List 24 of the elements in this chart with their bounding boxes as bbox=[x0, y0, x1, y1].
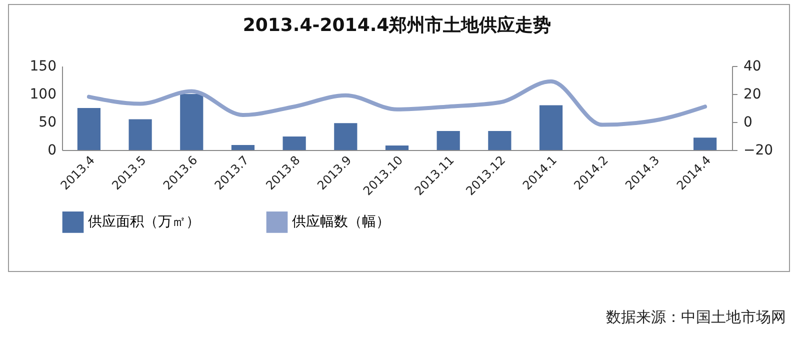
bar bbox=[488, 130, 512, 150]
bar bbox=[180, 94, 204, 150]
y-tick-label: 0 bbox=[48, 142, 56, 158]
bar bbox=[334, 123, 358, 150]
bar bbox=[231, 144, 255, 150]
bar bbox=[539, 105, 563, 150]
y-tick-label: 50 bbox=[38, 114, 56, 130]
line-series bbox=[86, 79, 708, 127]
legend-label: 供应面积（万㎡） bbox=[88, 214, 200, 230]
bar bbox=[128, 119, 152, 150]
bar bbox=[77, 108, 101, 150]
source-note: 数据来源：中国土地市场网 bbox=[606, 308, 786, 327]
bar bbox=[385, 146, 409, 150]
y2-tick-label: −20 bbox=[744, 142, 774, 158]
bar bbox=[282, 136, 306, 150]
y2-tick-label: 40 bbox=[744, 58, 762, 74]
y-tick-label: 150 bbox=[30, 58, 56, 74]
y2-tick-label: 0 bbox=[744, 114, 752, 130]
y-tick-label: 100 bbox=[30, 86, 56, 102]
legend-label: 供应幅数（幅） bbox=[292, 214, 390, 230]
bar bbox=[436, 130, 460, 150]
chart-title: 2013.4-2014.4郑州市土地供应走势 bbox=[242, 15, 552, 36]
bar bbox=[693, 138, 717, 150]
y2-tick-label: 20 bbox=[744, 86, 762, 102]
